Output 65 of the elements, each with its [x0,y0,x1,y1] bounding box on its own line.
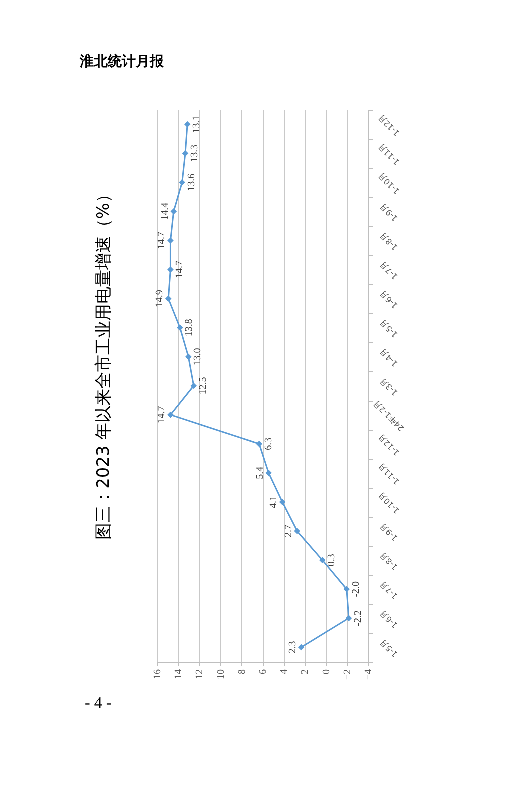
point [346,615,352,622]
y-tick-label: 24年1-2月 [372,398,406,433]
data-label: 14.7 [174,261,186,279]
point [165,296,172,302]
text: 图三：2023 年以来全市工业用电量增速（%） [94,186,114,540]
point [179,179,186,186]
point [190,382,198,390]
x-tick-label: 6 [258,670,269,674]
data-label: 2.7 [283,525,294,538]
point [298,644,305,651]
data-label: -2.0 [350,581,362,598]
x-tick-label: 4 [279,670,290,674]
point [168,412,174,418]
point [294,528,300,534]
y-tick-label: 1-8月 [378,550,400,572]
y-tick-label: 1-5月 [378,638,400,659]
point [170,208,178,215]
y-tick-label: 1-3月 [378,376,400,398]
point [279,499,286,506]
text: - 4 - [85,695,112,712]
y-tick-label: 1-9月 [378,202,400,224]
point [177,324,184,332]
data-label: 4.1 [268,496,280,508]
y-tick-label: 1-7月 [378,260,400,282]
data-label: 5.4 [254,466,266,480]
data-label: 6.3 [263,438,274,450]
y-tick-label: 1-8月 [378,230,400,252]
y-tick-label: 1-6月 [378,608,400,630]
data-label: 12.5 [198,377,209,395]
data-label: 14.7 [156,406,168,424]
y-tick-label: 1-4月 [378,347,400,368]
data-label: 13.3 [189,144,200,162]
data-label: 13.8 [184,319,196,337]
x-tick-label: 16 [152,670,164,680]
y-tick-label: 1-7月 [378,580,400,601]
data-label: 14.4 [160,202,171,220]
x-tick-label: 2 [300,670,312,674]
y-tick-label: 1-9月 [378,521,400,543]
point [184,121,191,128]
y-tick-label: 1-6月 [378,289,400,310]
point [185,354,192,360]
x-tick-label: 10 [216,670,227,680]
point [168,266,174,273]
x-tick-label: −4 [364,670,374,680]
x-tick-label: 12 [194,670,206,680]
y-tick-label: 1-5月 [378,318,400,340]
data-label: 13.0 [192,348,204,366]
data-label: -2.2 [353,610,364,626]
point [168,238,174,244]
point [256,440,262,448]
data-label: 0.3 [326,554,338,567]
data-label: 13.1 [192,116,203,134]
text: 淮北统计月报 [79,53,165,70]
point [182,150,189,157]
x-tick-label: 14 [174,670,185,680]
x-tick-label: 0 [321,670,332,674]
point [266,470,272,476]
data-label: 2.3 [288,641,299,654]
data-label: 14.9 [154,290,166,308]
point [319,557,326,564]
data-label: 14.7 [156,232,168,250]
data-label: 13.6 [186,174,198,192]
x-tick-label: −2 [342,670,354,680]
x-tick-label: 8 [236,670,248,674]
point [344,586,350,593]
